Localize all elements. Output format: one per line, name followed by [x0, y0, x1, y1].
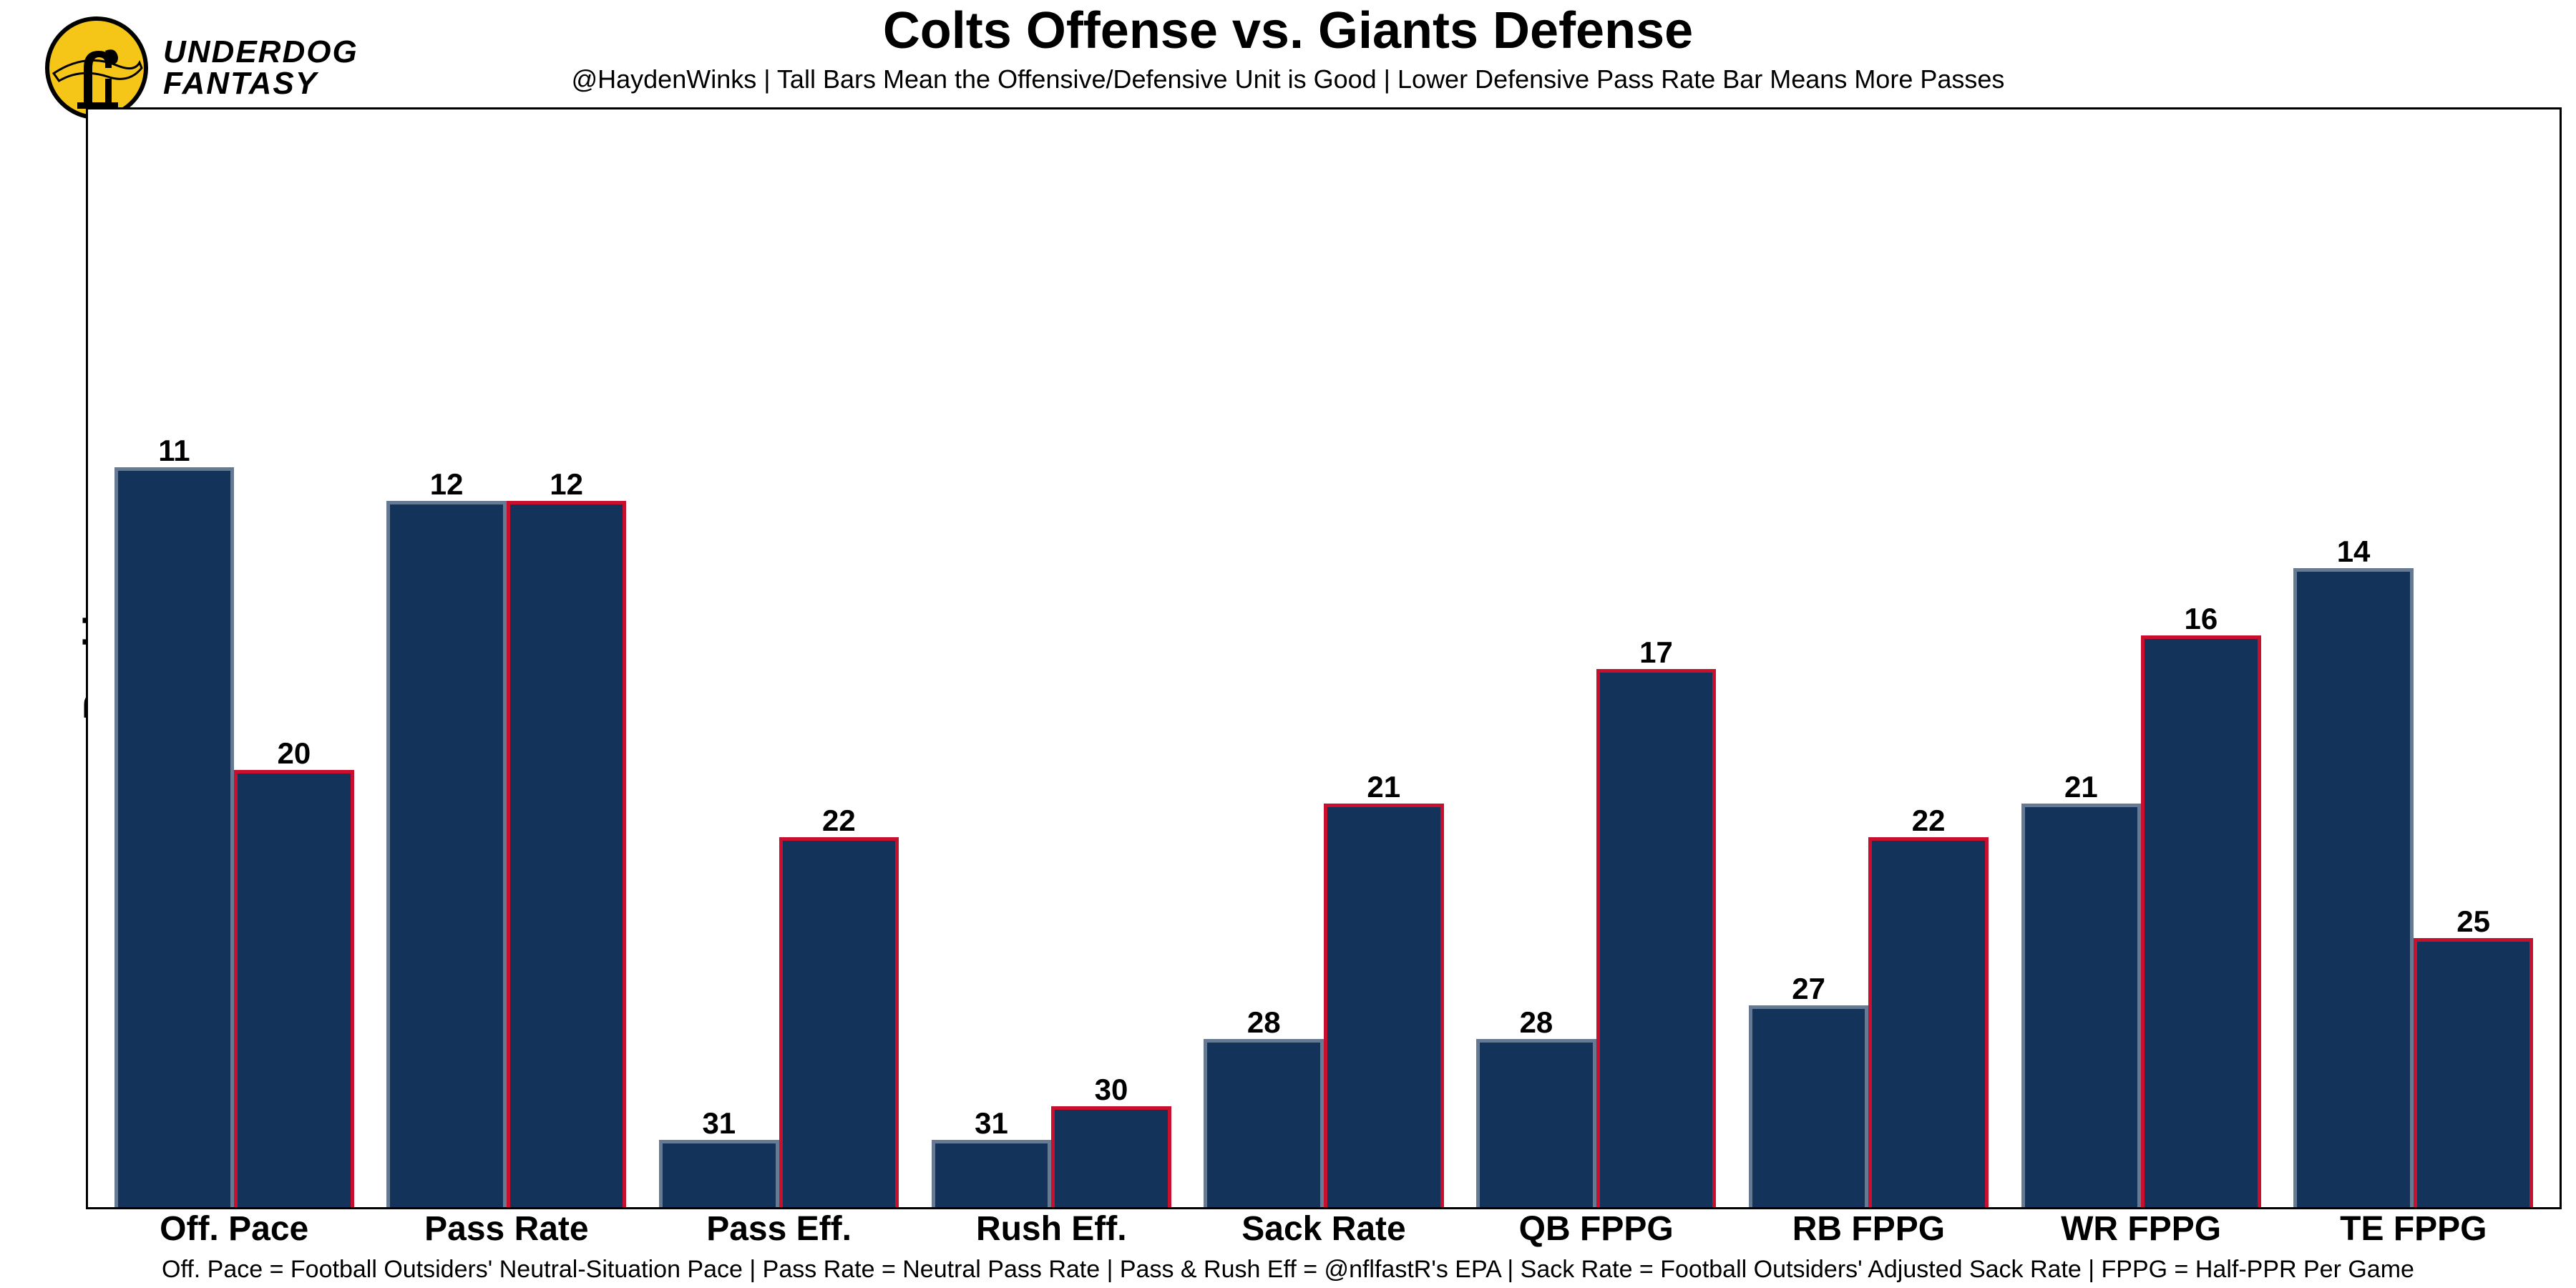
bar-value-label: 30 — [1055, 1073, 1168, 1107]
bar-defense: 30 — [1051, 1106, 1171, 1207]
bar-value-label: 31 — [663, 1106, 776, 1141]
bar-offense: 28 — [1476, 1039, 1596, 1207]
bars-container: Off. Pace1120Pass Rate1212Pass Eff.3122R… — [88, 109, 2560, 1207]
bar-offense: 31 — [659, 1140, 779, 1207]
x-category-label: Pass Eff. — [659, 1209, 899, 1249]
x-category-label: TE FPPG — [2293, 1209, 2533, 1249]
bar-defense: 22 — [779, 837, 899, 1207]
bar-value-label: 21 — [1327, 770, 1440, 804]
bar-value-label: 20 — [238, 736, 351, 771]
x-category-label: Off. Pace — [114, 1209, 354, 1249]
bar-defense: 20 — [234, 770, 354, 1207]
x-category-label: RB FPPG — [1749, 1209, 1989, 1249]
x-category-label: WR FPPG — [2021, 1209, 2261, 1249]
bar-value-label: 21 — [2025, 770, 2138, 804]
bar-offense: 21 — [2021, 804, 2142, 1207]
bar-value-label: 14 — [2297, 535, 2410, 569]
bar-value-label: 27 — [1752, 972, 1865, 1006]
bar-value-label: 12 — [510, 467, 623, 502]
bar-value-label: 25 — [2417, 904, 2530, 939]
x-category-label: QB FPPG — [1476, 1209, 1716, 1249]
bar-offense: 31 — [932, 1140, 1052, 1207]
bar-defense: 22 — [1868, 837, 1989, 1207]
bar-value-label: 17 — [1600, 635, 1713, 670]
bar-value-label: 22 — [783, 804, 896, 838]
bar-value-label: 12 — [390, 467, 503, 502]
chart-subtitle: @HaydenWinks | Tall Bars Mean the Offens… — [0, 64, 2576, 94]
bar-value-label: 28 — [1207, 1005, 1320, 1040]
bar-defense: 16 — [2141, 635, 2261, 1207]
bar-offense: 12 — [386, 501, 507, 1207]
chart-title: Colts Offense vs. Giants Defense — [0, 1, 2576, 60]
bar-value-label: 11 — [118, 434, 231, 468]
bar-offense: 14 — [2293, 568, 2414, 1207]
bottom-caption: Off. Pace = Football Outsiders' Neutral-… — [0, 1256, 2576, 1284]
x-category-label: Sack Rate — [1204, 1209, 1443, 1249]
bar-value-label: 28 — [1480, 1005, 1593, 1040]
x-category-label: Pass Rate — [386, 1209, 626, 1249]
bar-defense: 12 — [507, 501, 627, 1207]
bar-value-label: 31 — [935, 1106, 1048, 1141]
bar-defense: 17 — [1596, 669, 1717, 1207]
bar-offense: 11 — [114, 467, 235, 1207]
plot-area: Off. Pace1120Pass Rate1212Pass Eff.3122R… — [86, 107, 2562, 1209]
bar-defense: 21 — [1324, 804, 1444, 1207]
bar-value-label: 16 — [2145, 602, 2258, 636]
bar-offense: 28 — [1204, 1039, 1324, 1207]
bar-offense: 27 — [1749, 1005, 1869, 1207]
bar-value-label: 22 — [1872, 804, 1985, 838]
bar-defense: 25 — [2414, 938, 2534, 1207]
x-category-label: Rush Eff. — [932, 1209, 1171, 1249]
